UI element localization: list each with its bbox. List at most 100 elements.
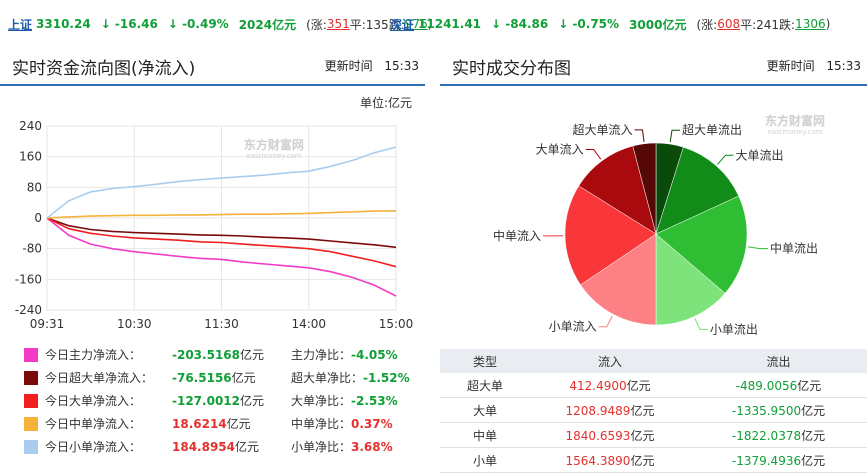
legend-value-number: 184.8954	[172, 440, 235, 454]
row-in-unit: 亿元	[630, 454, 654, 468]
col-header-in: 流入	[530, 349, 690, 373]
pie-leader-line	[695, 319, 708, 330]
legend-value: 18.6214亿元	[172, 415, 251, 432]
row-in-value: 1840.6593	[566, 429, 631, 443]
sz-fall-prefix: 跌:	[779, 16, 795, 33]
x-tick-label: 09:31	[30, 317, 65, 331]
deal-table-header: 类型 流入 流出	[440, 349, 867, 373]
legend-value-number: -76.5156	[172, 371, 232, 385]
row-out: -1379.4936亿元	[690, 448, 867, 473]
legend-name: 今日中单净流入：	[45, 415, 141, 432]
legend-value-number: -203.5168	[172, 348, 240, 362]
legend-name: 今日超大单净流入：	[45, 369, 153, 386]
row-out: -489.0056亿元	[690, 373, 867, 398]
sz-index-row: 深证 11241.41 ↓ -84.86 ↓ -0.75% 3000亿元 (涨:…	[390, 15, 830, 33]
legend-ratio-label: 超大单净比：	[291, 371, 363, 385]
y-tick-label: -80	[22, 242, 42, 256]
row-in-value: 412.4900	[569, 379, 626, 393]
sh-change: ↓ -16.46	[101, 17, 158, 31]
deal-distribution-header: 实时成交分布图 更新时间 15:33	[440, 46, 867, 86]
sz-rise-count[interactable]: 608	[717, 17, 740, 31]
pie-leader-line	[599, 316, 613, 327]
sh-rise-count[interactable]: 351	[327, 17, 350, 31]
fund-flow-time-value: 15:33	[384, 59, 419, 73]
fund-flow-update-time: 更新时间 15:33	[325, 57, 419, 74]
y-tick-label: 0	[34, 211, 42, 225]
deal-time-label: 更新时间	[767, 59, 815, 73]
legend-item: 今日大单净流入：-127.0012亿元大单净比：-2.53%	[24, 390, 424, 413]
sz-close-paren: )	[826, 17, 831, 31]
table-row: 小单 1564.3890亿元 -1379.4936亿元	[440, 448, 867, 473]
legend-ratio-label: 大单净比：	[291, 394, 351, 408]
legend-ratio: 超大单净比：-1.52%	[291, 369, 410, 386]
index-ticker-bar: 上证 3310.24 ↓ -16.46 ↓ -0.49% 2024亿元 (涨: …	[0, 0, 867, 40]
row-type: 小单	[440, 448, 530, 473]
x-tick-label: 14:00	[291, 317, 326, 331]
row-in: 1840.6593亿元	[530, 423, 690, 448]
sh-flat-count: 平:135	[350, 16, 389, 33]
row-out-unit: 亿元	[801, 454, 825, 468]
pie-leader-line	[748, 247, 768, 249]
row-type: 大单	[440, 398, 530, 423]
legend-value-number: -127.0012	[172, 394, 240, 408]
deal-table: 类型 流入 流出 超大单 412.4900亿元 -489.0056亿元 大单 1…	[440, 349, 867, 473]
legend-ratio-value: -2.53%	[351, 394, 398, 408]
row-type: 超大单	[440, 373, 530, 398]
sz-pct: ↓ -0.75%	[558, 17, 619, 31]
y-tick-label: 80	[27, 180, 42, 194]
sz-fall-count[interactable]: 1306	[795, 17, 826, 31]
deal-time-value: 15:33	[826, 59, 861, 73]
y-tick-label: 240	[19, 119, 42, 133]
legend-value: 184.8954亿元	[172, 438, 259, 455]
legend-ratio-value: 0.37%	[351, 417, 393, 431]
legend-name: 今日大单净流入：	[45, 392, 141, 409]
legend-value-number: 18.6214	[172, 417, 227, 431]
row-in: 1564.3890亿元	[530, 448, 690, 473]
legend-swatch	[24, 348, 38, 362]
legend-ratio-label: 中单净比：	[291, 417, 351, 431]
pie-watermark-subtext: eastmoney.com	[767, 128, 822, 136]
legend-ratio-label: 小单净比：	[291, 440, 351, 454]
sh-index-row: 上证 3310.24 ↓ -16.46 ↓ -0.49% 2024亿元 (涨: …	[8, 15, 432, 33]
sh-pct: ↓ -0.49%	[168, 17, 229, 31]
sz-index-link[interactable]: 深证	[390, 16, 414, 33]
row-out: -1822.0378亿元	[690, 423, 867, 448]
legend-value-unit: 亿元	[235, 440, 259, 454]
legend-item: 今日主力净流入：-203.5168亿元主力净比：-4.05%	[24, 344, 424, 367]
pie-slice-label: 超大单流入	[572, 122, 632, 137]
row-out-value: -1379.4936	[732, 454, 801, 468]
sh-index-link[interactable]: 上证	[8, 16, 32, 33]
row-in-unit: 亿元	[630, 404, 654, 418]
pie-leader-line	[718, 155, 734, 164]
row-in-unit: 亿元	[627, 379, 651, 393]
legend-value-unit: 亿元	[232, 371, 256, 385]
pie-slice-label: 大单流入	[536, 143, 584, 157]
table-row: 大单 1208.9489亿元 -1335.9500亿元	[440, 398, 867, 423]
legend-ratio: 大单净比：-2.53%	[291, 392, 398, 409]
legend-ratio: 主力净比：-4.05%	[291, 346, 398, 363]
row-in: 1208.9489亿元	[530, 398, 690, 423]
sz-flat-count: 平:241	[740, 16, 779, 33]
row-in-value: 1564.3890	[566, 454, 631, 468]
sh-price: 3310.24	[36, 17, 91, 31]
row-out-unit: 亿元	[797, 379, 821, 393]
legend-swatch	[24, 440, 38, 454]
table-row: 超大单 412.4900亿元 -489.0056亿元	[440, 373, 867, 398]
sh-amount: 2024亿元	[239, 16, 296, 33]
row-type: 中单	[440, 423, 530, 448]
y-tick-label: -240	[15, 303, 42, 317]
table-row: 中单 1840.6593亿元 -1822.0378亿元	[440, 423, 867, 448]
pie-watermark-text: 东方财富网	[765, 113, 825, 128]
legend-swatch	[24, 417, 38, 431]
row-out-unit: 亿元	[801, 404, 825, 418]
legend-ratio-value: -1.52%	[363, 371, 410, 385]
sz-change: ↓ -84.86	[491, 17, 548, 31]
pie-slice-label: 小单流入	[549, 320, 597, 334]
row-out-unit: 亿元	[801, 429, 825, 443]
row-out-value: -1335.9500	[732, 404, 801, 418]
col-header-type: 类型	[440, 349, 530, 373]
fund-flow-time-label: 更新时间	[325, 59, 373, 73]
y-tick-label: -160	[15, 272, 42, 286]
row-out: -1335.9500亿元	[690, 398, 867, 423]
